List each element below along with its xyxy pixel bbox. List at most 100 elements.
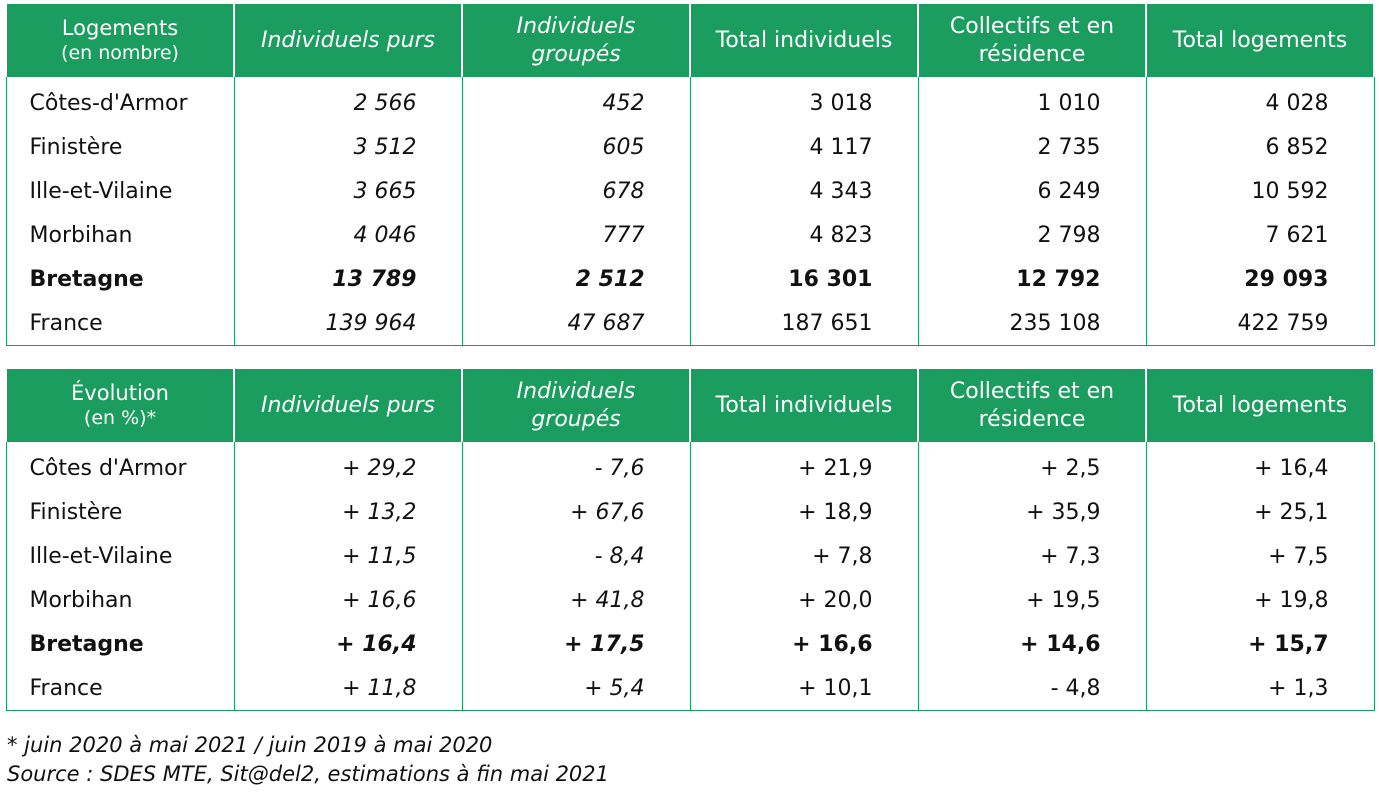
row-label: Ille-et-Vilaine bbox=[5, 534, 235, 578]
cell-collectifs: + 19,5 bbox=[917, 578, 1147, 622]
table-row: Finistère 3 512 605 4 117 2 735 6 852 bbox=[5, 125, 1375, 169]
cell-total-logements: + 15,7 bbox=[1145, 622, 1375, 666]
cell-collectifs: + 2,5 bbox=[917, 442, 1147, 490]
cell-total-individuels: 16 301 bbox=[689, 257, 919, 301]
cell-total-logements: + 19,8 bbox=[1145, 578, 1375, 622]
cell-collectifs: 12 792 bbox=[917, 257, 1147, 301]
row-label: Morbihan bbox=[5, 213, 235, 257]
table-row: Finistère + 13,2 + 67,6 + 18,9 + 35,9 + … bbox=[5, 490, 1375, 534]
cell-total-individuels: + 21,9 bbox=[689, 442, 919, 490]
header-evolution: Évolution (en %)* bbox=[5, 369, 235, 442]
cell-individuels-groupes: - 8,4 bbox=[461, 534, 691, 578]
row-label: Finistère bbox=[5, 490, 235, 534]
table-row: France 139 964 47 687 187 651 235 108 42… bbox=[5, 301, 1375, 346]
cell-total-logements: 6 852 bbox=[1145, 125, 1375, 169]
header-individuels-groupes: Individuels groupés bbox=[461, 4, 691, 77]
table-row: Côtes d'Armor + 29,2 - 7,6 + 21,9 + 2,5 … bbox=[5, 442, 1375, 490]
row-label: Finistère bbox=[5, 125, 235, 169]
cell-individuels-groupes: 47 687 bbox=[461, 301, 691, 346]
cell-total-logements: + 16,4 bbox=[1145, 442, 1375, 490]
cell-collectifs: 2 735 bbox=[917, 125, 1147, 169]
cell-total-individuels: + 7,8 bbox=[689, 534, 919, 578]
cell-total-logements: + 7,5 bbox=[1145, 534, 1375, 578]
row-label: France bbox=[5, 666, 235, 711]
row-label: Côtes d'Armor bbox=[5, 442, 235, 490]
cell-individuels-purs: 139 964 bbox=[233, 301, 463, 346]
row-label: Bretagne bbox=[5, 622, 235, 666]
header-individuels-purs: Individuels purs bbox=[233, 369, 463, 442]
cell-total-individuels: 4 823 bbox=[689, 213, 919, 257]
cell-total-logements: + 1,3 bbox=[1145, 666, 1375, 711]
cell-individuels-groupes: + 17,5 bbox=[461, 622, 691, 666]
table-row: Morbihan 4 046 777 4 823 2 798 7 621 bbox=[5, 213, 1375, 257]
cell-collectifs: 1 010 bbox=[917, 77, 1147, 125]
housing-evolution-table: Évolution (en %)* Individuels purs Indiv… bbox=[5, 369, 1375, 711]
cell-individuels-groupes: + 5,4 bbox=[461, 666, 691, 711]
cell-individuels-groupes: 605 bbox=[461, 125, 691, 169]
cell-total-logements: 29 093 bbox=[1145, 257, 1375, 301]
cell-individuels-purs: 3 665 bbox=[233, 169, 463, 213]
cell-individuels-purs: 4 046 bbox=[233, 213, 463, 257]
cell-individuels-purs: + 16,4 bbox=[233, 622, 463, 666]
table-row: Côtes-d'Armor 2 566 452 3 018 1 010 4 02… bbox=[5, 77, 1375, 125]
header-individuels-groupes: Individuels groupés bbox=[461, 369, 691, 442]
cell-total-logements: 10 592 bbox=[1145, 169, 1375, 213]
cell-total-logements: + 25,1 bbox=[1145, 490, 1375, 534]
table-row: Ille-et-Vilaine 3 665 678 4 343 6 249 10… bbox=[5, 169, 1375, 213]
cell-individuels-groupes: 777 bbox=[461, 213, 691, 257]
cell-individuels-groupes: 678 bbox=[461, 169, 691, 213]
cell-total-individuels: 4 117 bbox=[689, 125, 919, 169]
header-collectifs-residence: Collectifs et en résidence bbox=[917, 4, 1147, 77]
source-note: Source : SDES MTE, Sit@del2, estimations… bbox=[7, 762, 610, 786]
cell-total-logements: 4 028 bbox=[1145, 77, 1375, 125]
footnote: * juin 2020 à mai 2021 / juin 2019 à mai… bbox=[7, 733, 493, 757]
cell-individuels-purs: 2 566 bbox=[233, 77, 463, 125]
cell-individuels-groupes: + 41,8 bbox=[461, 578, 691, 622]
header-total-individuels: Total individuels bbox=[689, 369, 919, 442]
header-collectifs-residence: Collectifs et en résidence bbox=[917, 369, 1147, 442]
header-total-individuels: Total individuels bbox=[689, 4, 919, 77]
row-label: Côtes-d'Armor bbox=[5, 77, 235, 125]
table-row: Morbihan + 16,6 + 41,8 + 20,0 + 19,5 + 1… bbox=[5, 578, 1375, 622]
table-header-row: Évolution (en %)* Individuels purs Indiv… bbox=[5, 369, 1375, 442]
cell-individuels-groupes: 2 512 bbox=[461, 257, 691, 301]
cell-individuels-purs: 3 512 bbox=[233, 125, 463, 169]
header-total-logements: Total logements bbox=[1145, 4, 1375, 77]
table-row-total: Bretagne + 16,4 + 17,5 + 16,6 + 14,6 + 1… bbox=[5, 622, 1375, 666]
cell-individuels-purs: + 16,6 bbox=[233, 578, 463, 622]
row-label: Ille-et-Vilaine bbox=[5, 169, 235, 213]
cell-individuels-purs: 13 789 bbox=[233, 257, 463, 301]
cell-collectifs: + 35,9 bbox=[917, 490, 1147, 534]
cell-total-individuels: + 18,9 bbox=[689, 490, 919, 534]
cell-total-logements: 7 621 bbox=[1145, 213, 1375, 257]
cell-collectifs: - 4,8 bbox=[917, 666, 1147, 711]
header-total-logements: Total logements bbox=[1145, 369, 1375, 442]
cell-total-individuels: 4 343 bbox=[689, 169, 919, 213]
cell-collectifs: 2 798 bbox=[917, 213, 1147, 257]
row-label: Bretagne bbox=[5, 257, 235, 301]
cell-total-individuels: 187 651 bbox=[689, 301, 919, 346]
cell-collectifs: 6 249 bbox=[917, 169, 1147, 213]
cell-individuels-purs: + 11,5 bbox=[233, 534, 463, 578]
header-logements: Logements (en nombre) bbox=[5, 4, 235, 77]
cell-individuels-groupes: - 7,6 bbox=[461, 442, 691, 490]
row-label: France bbox=[5, 301, 235, 346]
row-label: Morbihan bbox=[5, 578, 235, 622]
cell-collectifs: + 14,6 bbox=[917, 622, 1147, 666]
cell-total-individuels: + 10,1 bbox=[689, 666, 919, 711]
cell-total-individuels: 3 018 bbox=[689, 77, 919, 125]
cell-individuels-purs: + 29,2 bbox=[233, 442, 463, 490]
cell-individuels-purs: + 11,8 bbox=[233, 666, 463, 711]
cell-total-individuels: + 16,6 bbox=[689, 622, 919, 666]
table-row: Ille-et-Vilaine + 11,5 - 8,4 + 7,8 + 7,3… bbox=[5, 534, 1375, 578]
cell-collectifs: 235 108 bbox=[917, 301, 1147, 346]
table-row: France + 11,8 + 5,4 + 10,1 - 4,8 + 1,3 bbox=[5, 666, 1375, 711]
table-header-row: Logements (en nombre) Individuels purs I… bbox=[5, 4, 1375, 77]
cell-individuels-groupes: 452 bbox=[461, 77, 691, 125]
cell-total-individuels: + 20,0 bbox=[689, 578, 919, 622]
cell-individuels-purs: + 13,2 bbox=[233, 490, 463, 534]
cell-total-logements: 422 759 bbox=[1145, 301, 1375, 346]
header-individuels-purs: Individuels purs bbox=[233, 4, 463, 77]
cell-collectifs: + 7,3 bbox=[917, 534, 1147, 578]
cell-individuels-groupes: + 67,6 bbox=[461, 490, 691, 534]
